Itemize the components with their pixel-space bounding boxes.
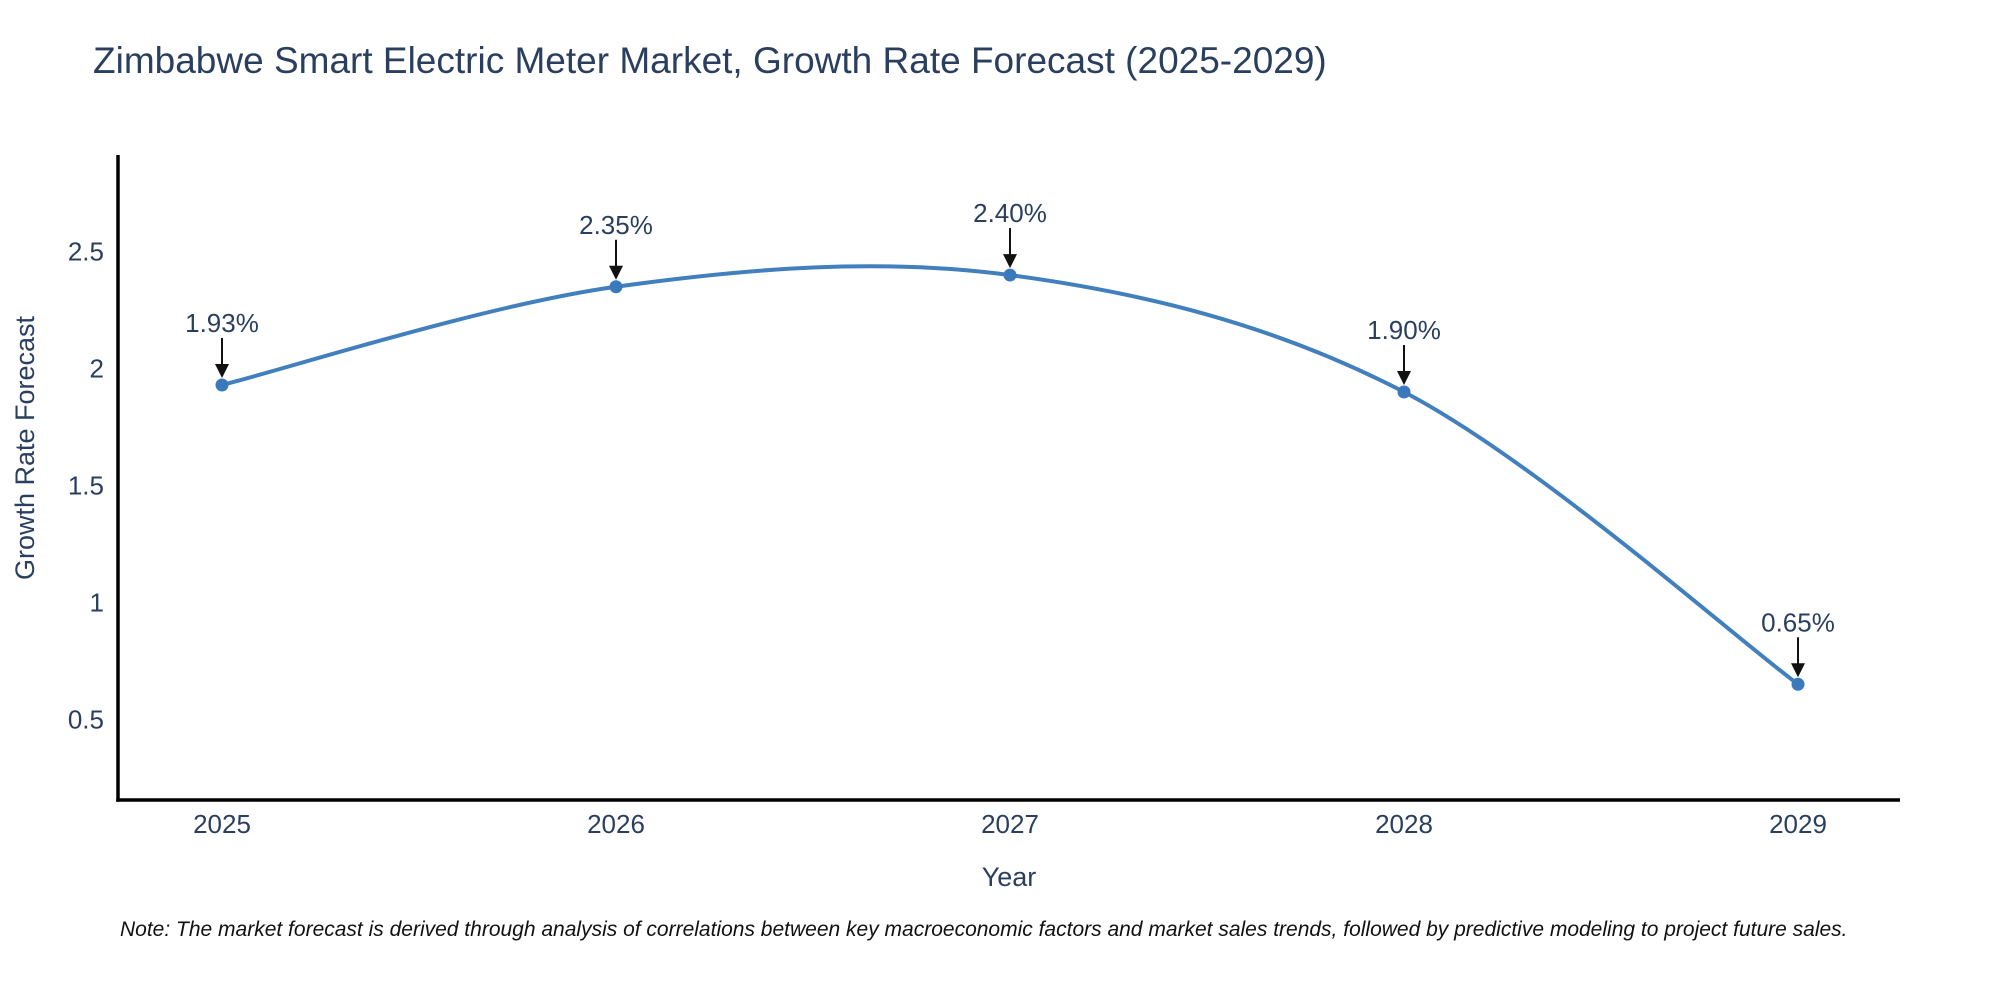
chart-title: Zimbabwe Smart Electric Meter Market, Gr…	[93, 40, 1327, 81]
data-point-marker[interactable]	[215, 378, 229, 392]
x-tick-label: 2028	[1375, 809, 1433, 839]
x-tick-label: 2027	[981, 809, 1039, 839]
y-tick-label: 1.5	[68, 471, 104, 501]
series-line	[220, 264, 1800, 687]
data-point-marker[interactable]	[1003, 268, 1017, 282]
y-tick-label: 1	[90, 587, 104, 617]
annotation-arrowhead	[609, 265, 623, 280]
annotation-arrowhead	[215, 363, 229, 378]
data-point-marker[interactable]	[1791, 677, 1805, 691]
y-tick-label: 0.5	[68, 704, 104, 734]
y-axis-title: Growth Rate Forecast	[10, 315, 40, 580]
x-tick-label: 2029	[1769, 809, 1827, 839]
footnote: Note: The market forecast is derived thr…	[120, 918, 1848, 941]
data-point-marker[interactable]	[609, 280, 623, 294]
y-tick-label: 2	[90, 354, 104, 384]
annotation-arrowhead	[1791, 663, 1805, 678]
point-annotation-label: 2.40%	[973, 198, 1047, 228]
line-series	[215, 264, 1805, 691]
point-annotation-label: 2.35%	[579, 210, 653, 240]
point-annotation-label: 0.65%	[1761, 607, 1835, 637]
point-annotations: 1.93% 2.35% 2.40% 1.90% 0.65%	[185, 198, 1835, 678]
point-annotation-label: 1.90%	[1367, 315, 1441, 345]
x-tick-label: 2025	[193, 809, 251, 839]
data-point-marker[interactable]	[1397, 385, 1411, 399]
axis-ticks: 0.5 1 1.5 2 2.5 2025 2026 2027 2028 2029	[68, 237, 1827, 839]
x-tick-label: 2026	[587, 809, 645, 839]
annotation-arrowhead	[1397, 370, 1411, 385]
annotation-arrowhead	[1003, 254, 1017, 269]
x-axis-title: Year	[982, 862, 1037, 892]
point-annotation-label: 1.93%	[185, 308, 259, 338]
y-tick-label: 2.5	[68, 237, 104, 267]
